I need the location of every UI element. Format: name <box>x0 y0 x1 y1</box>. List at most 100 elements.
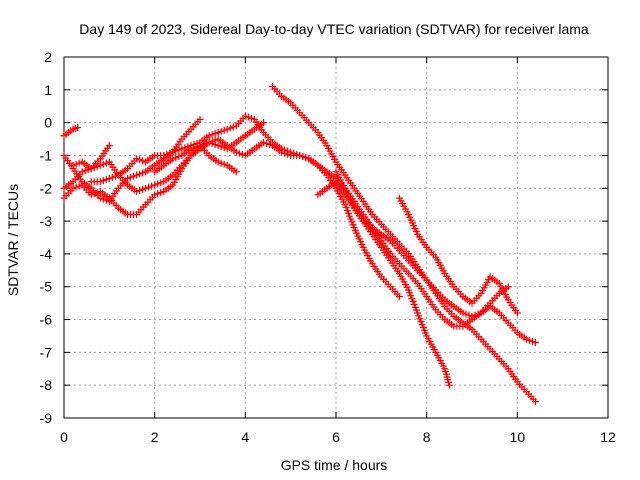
data-point <box>123 174 131 182</box>
series-11 <box>395 194 521 317</box>
series-5 <box>69 142 113 173</box>
x-tick-label: 6 <box>332 429 340 445</box>
data-point <box>74 124 82 132</box>
x-tick-label: 12 <box>600 429 616 445</box>
data-point <box>102 159 110 167</box>
data-point <box>87 191 95 199</box>
data-point <box>166 149 174 157</box>
data-point <box>220 126 228 134</box>
data-point <box>284 150 292 158</box>
y-tick-label: -1 <box>40 147 53 163</box>
data-point <box>214 158 222 166</box>
y-tick-label: -2 <box>40 180 53 196</box>
x-tick-label: 4 <box>241 429 249 445</box>
data-point <box>445 381 453 389</box>
data-point <box>175 153 183 161</box>
data-point <box>232 148 240 156</box>
y-tick-label: 0 <box>44 115 52 131</box>
data-point <box>69 184 77 192</box>
data-point <box>169 155 177 163</box>
data-point <box>522 335 530 343</box>
data-point <box>468 312 476 320</box>
x-tick-label: 2 <box>151 429 159 445</box>
data-point <box>395 293 403 301</box>
data-point <box>205 138 213 146</box>
data-point <box>226 124 234 132</box>
data-point <box>244 113 252 121</box>
data-point <box>139 185 147 193</box>
data-point <box>151 191 159 199</box>
data-point <box>465 311 473 319</box>
data-point <box>172 147 180 155</box>
data-point <box>181 144 189 152</box>
x-tick-label: 10 <box>510 429 526 445</box>
data-point <box>214 142 222 150</box>
data-point <box>217 143 225 151</box>
data-point <box>208 137 216 145</box>
data-point <box>205 132 213 140</box>
series-8 <box>269 83 539 406</box>
data-point <box>281 149 289 157</box>
data-point <box>232 168 240 176</box>
data-point <box>504 283 512 291</box>
data-point <box>148 182 156 190</box>
data-point <box>126 173 134 181</box>
data-point <box>229 123 237 131</box>
data-point <box>96 178 104 186</box>
data-point <box>136 170 144 178</box>
y-axis-label: SDTVAR / TECUs <box>5 184 21 296</box>
data-point <box>220 160 228 168</box>
data-point <box>178 145 186 153</box>
y-tick-label: -7 <box>40 344 53 360</box>
data-point <box>525 336 533 344</box>
data-point <box>142 184 150 192</box>
data-point <box>102 196 110 204</box>
data-point <box>81 167 89 175</box>
data-point <box>531 398 539 406</box>
series-2 <box>60 142 240 219</box>
data-point <box>136 156 144 164</box>
data-point <box>157 189 165 197</box>
y-tick-label: -8 <box>40 377 53 393</box>
series-1 <box>60 124 82 140</box>
data-point <box>99 160 107 168</box>
series-4 <box>60 115 204 205</box>
data-point <box>130 172 138 180</box>
data-point <box>208 131 216 139</box>
data-point <box>172 154 180 162</box>
data-point <box>72 160 80 168</box>
data-point <box>133 188 141 196</box>
data-point <box>187 145 195 153</box>
chart-title: Day 149 of 2023, Sidereal Day-to-day VTE… <box>79 21 589 37</box>
y-tick-label: -3 <box>40 213 53 229</box>
data-point <box>259 119 267 127</box>
y-tick-label: -9 <box>40 410 53 426</box>
data-point <box>108 173 116 181</box>
data-point <box>474 310 482 318</box>
data-point <box>262 139 270 147</box>
data-point <box>157 179 165 187</box>
data-point <box>105 174 113 182</box>
data-point <box>296 151 304 159</box>
y-tick-label: 2 <box>44 49 52 65</box>
data-point <box>154 190 162 198</box>
data-point <box>241 112 249 120</box>
data-point <box>247 114 255 122</box>
data-point <box>139 169 147 177</box>
data-point <box>96 161 104 169</box>
data-point <box>217 127 225 135</box>
data-point <box>99 195 107 203</box>
data-point <box>78 168 86 176</box>
x-tick-label: 8 <box>423 429 431 445</box>
x-tick-label: 0 <box>60 429 68 445</box>
data-point <box>75 182 83 190</box>
series-7 <box>151 135 512 330</box>
data-point <box>199 141 207 149</box>
data-point <box>169 148 177 156</box>
data-point <box>531 339 539 347</box>
data-point <box>471 311 479 319</box>
data-point <box>133 155 141 163</box>
data-point <box>214 128 222 136</box>
